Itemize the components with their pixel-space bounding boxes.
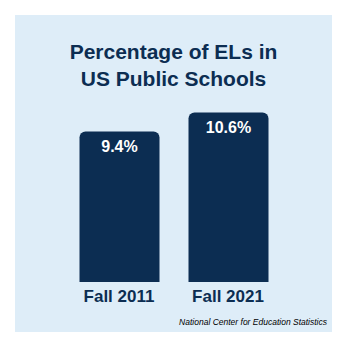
html-text:National Center for Education: National Center for Education Statistics [179,317,327,327]
svg-text:Fall 2021: Fall 2021 [192,287,264,306]
svg-text:9.4%: 9.4% [101,138,137,155]
html-text:Percentage of ELs in US Public: Percentage of ELs in US Public Schools [69,40,278,90]
svg-text:Fall 2011: Fall 2011 [84,287,155,306]
svg-text:10.6%: 10.6% [206,119,251,136]
